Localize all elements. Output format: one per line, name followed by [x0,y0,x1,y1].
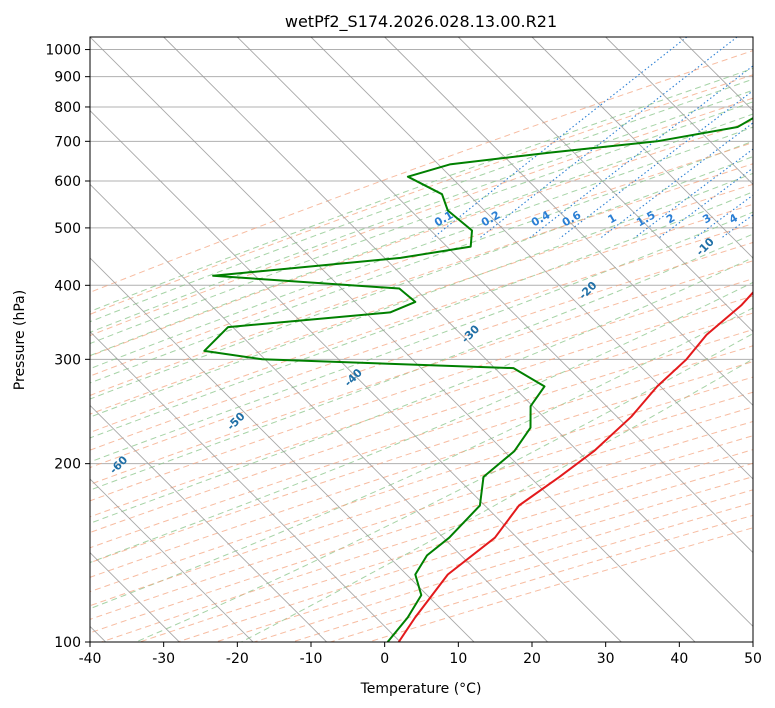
isotherm-10 [458,37,753,333]
temperature-line [397,291,753,642]
isotherm--60 [90,183,548,642]
dry-adiabat-110 [90,329,753,549]
isotherm--50 [90,110,622,642]
x-axis-label: Temperature (°C) [360,681,482,697]
y-tick-label: 700 [54,134,81,150]
dry-adiabat--20 [90,74,753,315]
dry-adiabat--10 [90,97,753,337]
x-tick-label: 50 [744,651,762,667]
y-tick-label: 1000 [45,43,81,59]
isotherm--100 [90,478,254,642]
x-tick-label: -10 [300,651,323,667]
dry-adiabat-70 [90,260,753,485]
dry-adiabat-80 [90,278,753,502]
isotherm--90 [90,404,327,642]
pressure-gridlines [90,49,753,643]
mixing-ratio-line [559,90,753,239]
sounding-series [203,116,753,642]
dry-adiabat-150 [90,391,753,607]
x-tick-label: 40 [670,651,688,667]
y-tick-label: 800 [54,100,81,116]
x-tick-label: 30 [597,651,615,667]
moist-adiabat-8 [90,156,753,400]
dry-adiabat-100 [90,312,753,534]
moist-adiabat-24 [90,233,753,491]
y-tick-label: 300 [54,352,81,368]
dry-adiabats [90,50,753,642]
x-tick-label: 0 [380,651,389,667]
y-tick-label: 200 [54,457,81,473]
moist-adiabat--4 [90,113,753,357]
isotherm--80 [90,331,401,642]
isotherms [90,37,753,642]
isotherm--70 [90,257,475,642]
mixing-ratio-line [658,167,753,239]
moist-adiabat-0 [90,126,753,370]
y-axis-label: Pressure (hPa) [12,290,28,390]
plot-frame [89,36,754,643]
mixing-ratio-lines [432,37,753,239]
dry-adiabat-0 [90,120,753,357]
dry-adiabat-20 [90,163,753,396]
isotherm--30 [163,37,753,627]
plot-area [90,37,753,642]
moist-adiabat-12 [90,172,753,418]
dry-adiabat-30 [90,183,753,415]
x-tick-label: -40 [79,651,102,667]
dry-adiabat-130 [90,361,753,578]
y-tick-label: 500 [54,221,81,237]
isotherm--40 [90,37,696,642]
moist-adiabat--16 [90,78,753,323]
dry-adiabat-50 [90,223,753,451]
y-tick-label: 900 [54,70,81,86]
dry-adiabat-10 [90,142,753,377]
moist-adiabat-32 [90,281,753,564]
isotherm-20 [531,37,753,259]
y-tick-label: 600 [54,174,81,190]
x-tick-label: 10 [449,651,467,667]
y-tick-label: 400 [54,278,81,294]
x-tick-label: -20 [226,651,249,667]
y-axis-ticks: 100 200 300 400 500 600 700 800 900 1000 [45,43,90,651]
x-tick-label: 20 [523,651,541,667]
moist-adiabat-20 [90,211,753,463]
isotherm-0 [384,37,753,406]
x-axis-ticks: -40 -30 -20 -10 0 10 20 30 40 50 [79,642,762,667]
x-tick-label: -30 [152,651,175,667]
moist-adiabat-28 [90,257,753,524]
mixing-ratio-line [478,37,738,239]
chart-title: wetPf2_S174.2026.028.13.00.R21 [285,12,557,32]
dry-adiabat--30 [90,50,753,293]
isotherm-30 [605,37,753,185]
dewpoint-line [203,116,753,642]
y-tick-label: 100 [54,635,81,651]
isotherm--20 [237,37,753,554]
isotherm--10 [310,37,753,480]
moist-adiabat--20 [90,67,753,313]
